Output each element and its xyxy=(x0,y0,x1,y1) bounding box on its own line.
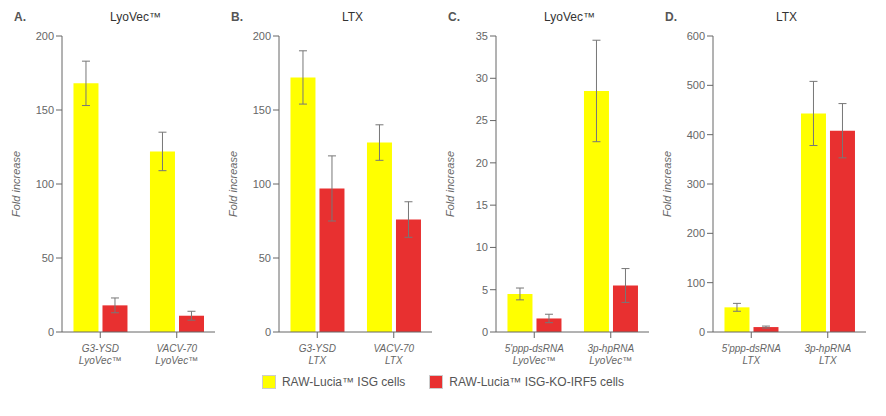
svg-text:5'ppp-dsRNALTX: 5'ppp-dsRNALTX xyxy=(722,343,781,366)
svg-text:3p-hpRNALTX: 3p-hpRNALTX xyxy=(804,343,851,366)
html-text:LyoVec™: LyoVec™ xyxy=(544,10,595,24)
svg-text:500: 500 xyxy=(687,79,705,91)
svg-text:400: 400 xyxy=(687,129,705,141)
svg-text:150: 150 xyxy=(253,104,271,116)
svg-text:Fold increase: Fold increase xyxy=(661,151,673,217)
html-text:RAW-Lucia™ ISG-KO-IRF5 cells: RAW-Lucia™ ISG-KO-IRF5 cells xyxy=(449,375,624,389)
svg-text:600: 600 xyxy=(687,30,705,42)
svg-text:0: 0 xyxy=(482,326,488,338)
svg-text:100: 100 xyxy=(253,178,271,190)
html-text:LyoVec™: LyoVec™ xyxy=(110,10,161,24)
svg-text:10: 10 xyxy=(476,241,488,253)
svg-text:300: 300 xyxy=(687,178,705,190)
html-text:LTX: LTX xyxy=(341,10,364,24)
svg-text:150: 150 xyxy=(36,104,54,116)
svg-text:G3-YSDLTX: G3-YSDLTX xyxy=(299,343,336,366)
svg-text:0: 0 xyxy=(699,326,705,338)
svg-text:200: 200 xyxy=(253,30,271,42)
svg-text:0: 0 xyxy=(265,326,271,338)
svg-text:5'ppp-dsRNALyoVec™: 5'ppp-dsRNALyoVec™ xyxy=(505,343,564,366)
html-text:RAW-Lucia™ ISG cells: RAW-Lucia™ ISG cells xyxy=(282,375,406,389)
svg-text:50: 50 xyxy=(42,252,54,264)
svg-text:100: 100 xyxy=(687,277,705,289)
svg-text:30: 30 xyxy=(476,72,488,84)
svg-text:25: 25 xyxy=(476,114,488,126)
svg-text:5: 5 xyxy=(482,284,488,296)
html-text:B.: B. xyxy=(231,10,243,24)
svg-text:20: 20 xyxy=(476,157,488,169)
svg-text:100: 100 xyxy=(36,178,54,190)
svg-text:Fold increase: Fold increase xyxy=(227,151,239,217)
html-text:A.: A. xyxy=(14,10,26,24)
svg-text:35: 35 xyxy=(476,30,488,42)
svg-text:50: 50 xyxy=(259,252,271,264)
html-text:D.: D. xyxy=(665,10,677,24)
html-text:C.: C. xyxy=(448,10,460,24)
svg-text:VACV-70LyoVec™: VACV-70LyoVec™ xyxy=(155,343,198,366)
svg-text:VACV-70LTX: VACV-70LTX xyxy=(373,343,414,366)
svg-text:Fold increase: Fold increase xyxy=(444,151,456,217)
svg-text:200: 200 xyxy=(36,30,54,42)
svg-text:Fold increase: Fold increase xyxy=(10,151,22,217)
svg-text:200: 200 xyxy=(687,227,705,239)
svg-text:G3-YSDLyoVec™: G3-YSDLyoVec™ xyxy=(79,343,122,366)
svg-text:3p-hpRNALyoVec™: 3p-hpRNALyoVec™ xyxy=(587,343,634,366)
html-text:LTX: LTX xyxy=(775,10,798,24)
svg-text:15: 15 xyxy=(476,199,488,211)
svg-text:0: 0 xyxy=(48,326,54,338)
